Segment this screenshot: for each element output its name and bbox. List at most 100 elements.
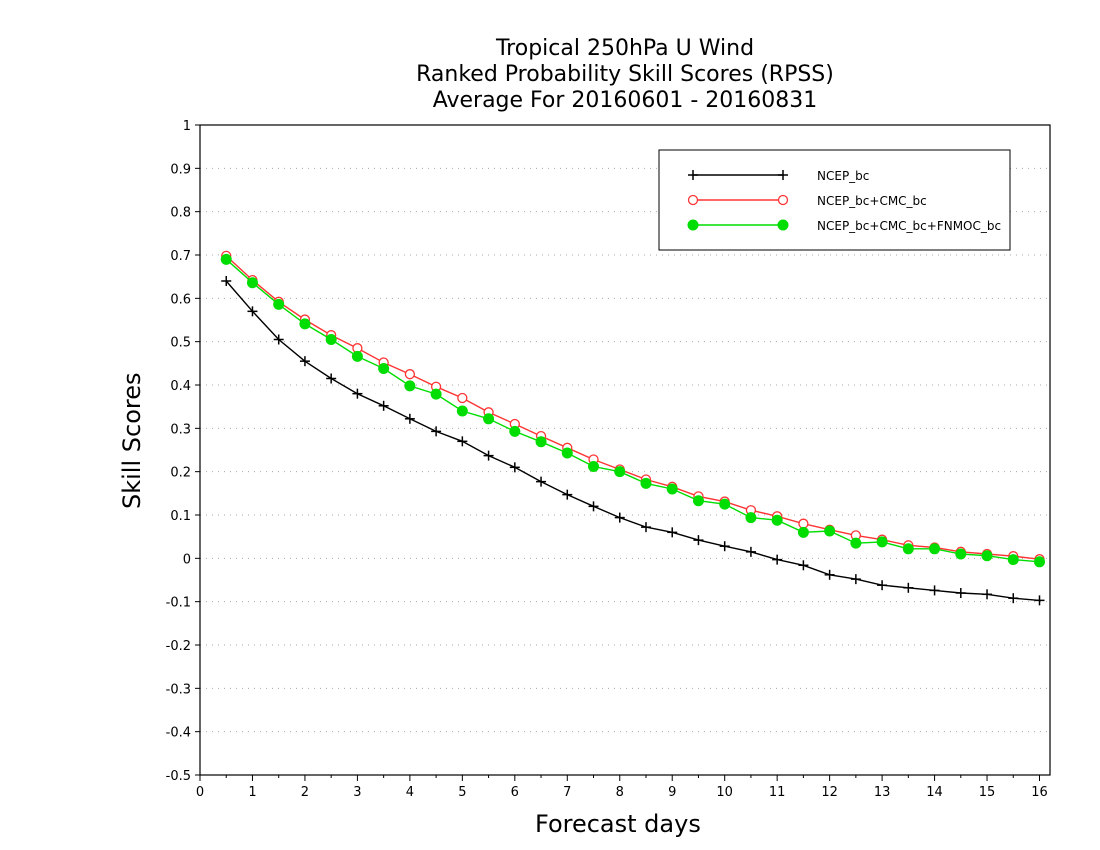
data-point bbox=[351, 350, 363, 362]
data-point bbox=[404, 369, 416, 380]
data-point bbox=[640, 522, 651, 533]
x-tick-label: 8 bbox=[616, 785, 624, 800]
legend-label: NCEP_bc+CMC_bc+FNMOC_bc bbox=[817, 219, 1001, 233]
data-point bbox=[536, 476, 547, 487]
y-tick-label: -0.3 bbox=[166, 682, 191, 697]
data-point bbox=[220, 253, 232, 265]
data-point bbox=[457, 436, 468, 447]
data-point bbox=[221, 276, 232, 286]
data-point bbox=[692, 495, 704, 507]
data-point bbox=[955, 548, 967, 560]
data-point bbox=[509, 462, 520, 473]
data-point bbox=[1034, 556, 1046, 568]
data-point bbox=[1007, 554, 1019, 566]
data-point bbox=[509, 425, 521, 437]
data-point bbox=[929, 543, 941, 555]
data-point bbox=[667, 527, 678, 538]
data-point bbox=[246, 277, 258, 289]
data-point bbox=[666, 483, 678, 495]
series-layer bbox=[220, 250, 1046, 606]
y-tick-label: 0.9 bbox=[170, 162, 191, 177]
y-tick-label: 1 bbox=[183, 119, 191, 134]
y-tick-label: 0 bbox=[183, 552, 191, 567]
legend-label: NCEP_bc bbox=[817, 169, 869, 183]
x-tick-label: 16 bbox=[1031, 785, 1048, 800]
data-point bbox=[719, 498, 731, 510]
series-0 bbox=[221, 276, 1045, 606]
y-axis-label: Skill Scores bbox=[118, 372, 146, 510]
chart-title-line-1: Tropical 250hPa U Wind bbox=[495, 36, 755, 61]
y-tick-label: 0.4 bbox=[170, 379, 191, 394]
data-point bbox=[824, 525, 836, 537]
data-point bbox=[614, 512, 625, 523]
data-point bbox=[719, 541, 730, 552]
x-tick-label: 7 bbox=[563, 785, 571, 800]
data-point bbox=[955, 588, 966, 598]
x-tick-label: 14 bbox=[926, 785, 943, 800]
x-tick-label: 11 bbox=[769, 785, 786, 800]
y-tick-label: 0.5 bbox=[170, 336, 191, 351]
y-tick-label: -0.4 bbox=[166, 726, 191, 741]
data-point bbox=[614, 466, 626, 478]
data-point bbox=[693, 535, 704, 546]
data-point bbox=[431, 426, 442, 437]
data-point bbox=[798, 518, 809, 529]
grid-layer bbox=[200, 167, 1050, 733]
y-tick-label: 0.8 bbox=[170, 206, 191, 221]
y-tick-label: -0.5 bbox=[166, 769, 191, 784]
data-point bbox=[876, 536, 888, 548]
data-point bbox=[850, 537, 862, 549]
data-point bbox=[1008, 593, 1019, 604]
x-axis-label: Forecast days bbox=[535, 810, 701, 838]
data-point bbox=[404, 380, 416, 392]
data-point bbox=[588, 460, 600, 472]
legend: NCEP_bc NCEP_bc+CMC_bc NCEP_bc+CMC_bc+FNMO… bbox=[658, 149, 1011, 251]
data-point bbox=[771, 514, 783, 526]
legend-marker bbox=[777, 194, 789, 206]
data-point bbox=[982, 589, 993, 600]
plot-frame bbox=[199, 124, 1051, 776]
data-point bbox=[745, 512, 757, 524]
y-tick-label: -0.1 bbox=[166, 596, 191, 611]
chart-title-line-3: Average For 20160601 - 20160831 bbox=[432, 88, 818, 113]
data-point bbox=[483, 413, 495, 425]
x-tick-label: 5 bbox=[458, 785, 466, 800]
data-point bbox=[404, 413, 415, 424]
legend-marker bbox=[777, 219, 789, 231]
legend-item-1: NCEP_bc+CMC_bc bbox=[687, 194, 927, 208]
data-point bbox=[378, 400, 389, 411]
data-point bbox=[457, 392, 468, 404]
legend-label: NCEP_bc+CMC_bc bbox=[817, 194, 927, 208]
data-point bbox=[1034, 595, 1045, 606]
data-point bbox=[850, 574, 861, 585]
x-tick-label: 3 bbox=[353, 785, 361, 800]
data-point bbox=[273, 334, 284, 345]
data-point bbox=[929, 585, 940, 596]
data-point bbox=[299, 356, 310, 367]
data-point bbox=[797, 526, 809, 538]
series-2 bbox=[220, 253, 1046, 568]
y-tick-label: 0.2 bbox=[170, 466, 191, 481]
x-tick-label: 15 bbox=[979, 785, 996, 800]
x-tick-label: 1 bbox=[248, 785, 256, 800]
y-tick-label: 0.7 bbox=[170, 249, 191, 264]
data-point bbox=[299, 318, 311, 330]
y-tick-label: 0.6 bbox=[170, 292, 191, 307]
data-point bbox=[981, 550, 993, 562]
x-tick-label: 13 bbox=[874, 785, 891, 800]
chart-title-line-2: Ranked Probability Skill Scores (RPSS) bbox=[416, 62, 834, 87]
data-point bbox=[456, 405, 468, 417]
x-tick-label: 6 bbox=[511, 785, 519, 800]
data-point bbox=[902, 543, 914, 555]
x-tick-label: 2 bbox=[301, 785, 309, 800]
data-point bbox=[535, 436, 547, 448]
data-point bbox=[798, 560, 809, 571]
series-line bbox=[225, 280, 1040, 602]
data-point bbox=[273, 298, 285, 310]
data-point bbox=[824, 569, 835, 580]
data-point bbox=[561, 447, 573, 459]
x-tick-label: 12 bbox=[821, 785, 838, 800]
x-tick-label: 0 bbox=[196, 785, 204, 800]
legend-item-2: NCEP_bc+CMC_bc+FNMOC_bc bbox=[687, 219, 1001, 233]
legend-marker bbox=[688, 170, 698, 180]
